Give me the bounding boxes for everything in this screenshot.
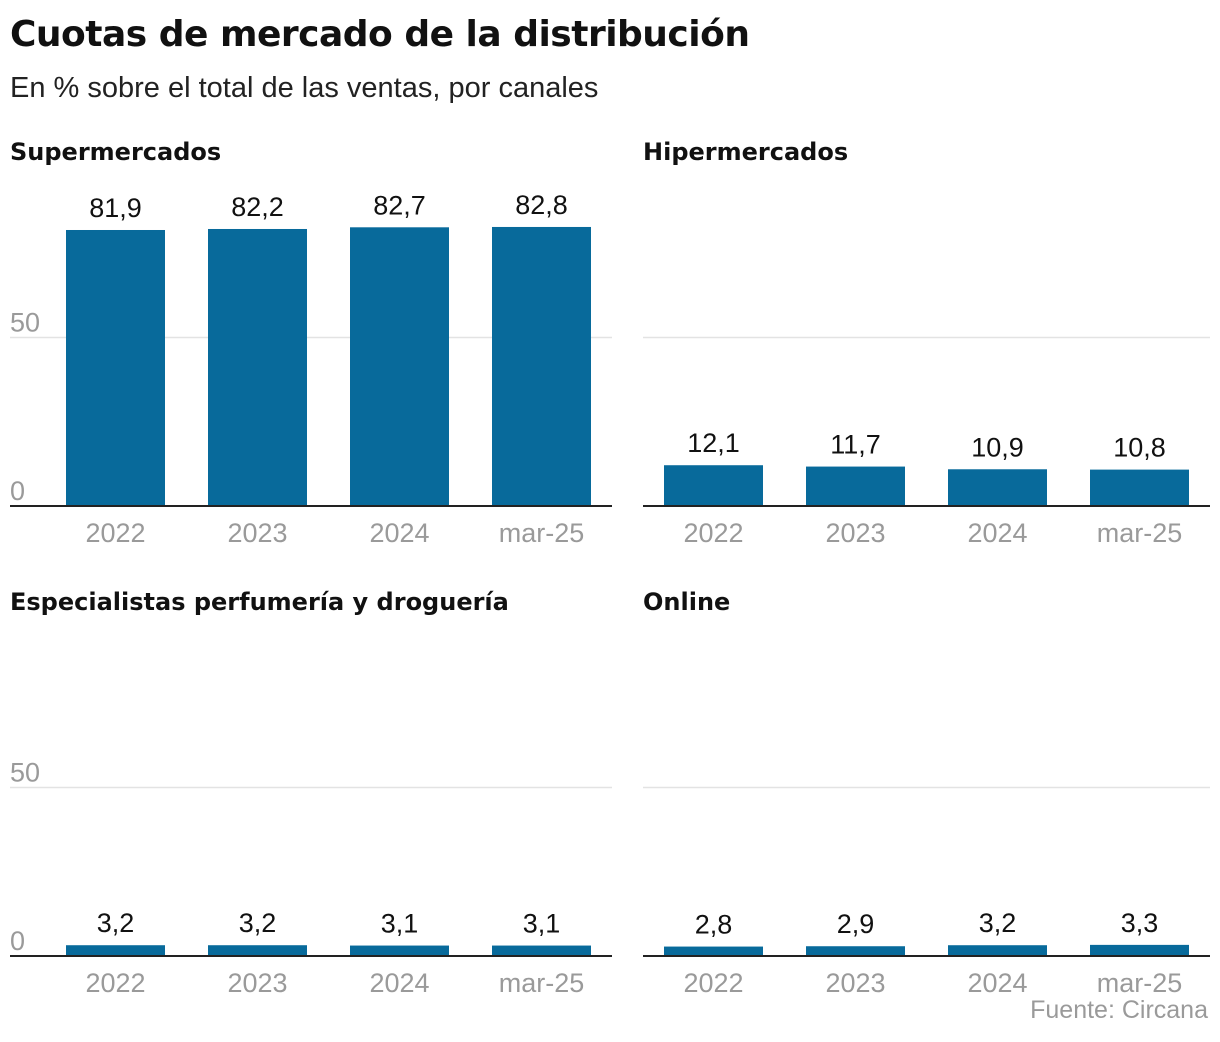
bar xyxy=(806,466,905,506)
data-label: 3,2 xyxy=(979,908,1017,938)
x-tick-label: mar-25 xyxy=(1097,518,1183,548)
x-tick-label: mar-25 xyxy=(499,518,585,548)
chart-title: Cuotas de mercado de la distribución xyxy=(10,14,750,55)
panel-title: Hipermercados xyxy=(643,138,849,166)
bar xyxy=(806,946,905,956)
bar xyxy=(66,229,165,506)
data-label: 2,9 xyxy=(837,909,875,939)
data-label: 11,7 xyxy=(830,430,881,460)
y-tick-label: 0 xyxy=(10,926,25,956)
data-label: 3,1 xyxy=(523,909,561,939)
x-tick-label: mar-25 xyxy=(1097,968,1183,998)
panel-title: Supermercados xyxy=(10,138,222,166)
bar-chart-online: 2,8 2022 2,9 2023 3,2 2024 3,3 mar-25 xyxy=(643,786,1210,998)
y-tick-label: 50 xyxy=(10,308,40,338)
y-tick-label: 50 xyxy=(10,758,40,788)
x-tick-label: 2023 xyxy=(227,518,287,548)
x-tick-label: 2022 xyxy=(85,968,145,998)
bar xyxy=(492,226,591,507)
bar xyxy=(208,945,307,956)
bar xyxy=(66,945,165,956)
y-tick-label: 0 xyxy=(10,476,25,506)
bar-chart-supermercados: 0 50 81,9 2022 82,2 2023 82,7 2024 82,8 mar-25 xyxy=(10,190,612,548)
bar xyxy=(350,945,449,956)
x-tick-label: 2024 xyxy=(369,968,429,998)
data-label: 3,1 xyxy=(381,909,419,939)
data-label: 81,9 xyxy=(89,193,142,223)
x-tick-label: 2023 xyxy=(825,518,885,548)
bar xyxy=(948,469,1047,506)
x-tick-label: 2022 xyxy=(85,518,145,548)
data-label: 3,2 xyxy=(97,908,135,938)
bar xyxy=(664,465,763,506)
data-label: 2,8 xyxy=(695,910,733,940)
x-tick-label: 2024 xyxy=(369,518,429,548)
bar xyxy=(1090,469,1189,506)
bar xyxy=(208,228,307,506)
data-label: 10,9 xyxy=(971,432,1024,462)
bar-chart-hipermercados: 12,1 2022 11,7 2023 10,9 2024 10,8 mar-25 xyxy=(643,336,1210,548)
data-label: 82,8 xyxy=(515,190,568,220)
bar xyxy=(664,946,763,956)
bar xyxy=(948,945,1047,956)
x-tick-label: 2023 xyxy=(227,968,287,998)
x-tick-label: 2023 xyxy=(825,968,885,998)
data-label: 82,2 xyxy=(231,192,284,222)
x-tick-label: 2022 xyxy=(683,518,743,548)
x-tick-label: 2024 xyxy=(967,518,1027,548)
bar xyxy=(350,227,449,506)
bar xyxy=(492,945,591,956)
data-label: 3,2 xyxy=(239,908,277,938)
panel-title: Especialistas perfumería y droguería xyxy=(10,588,509,616)
data-label: 12,1 xyxy=(687,428,740,458)
x-tick-label: 2022 xyxy=(683,968,743,998)
x-tick-label: mar-25 xyxy=(499,968,585,998)
bar xyxy=(1090,944,1189,956)
data-label: 10,8 xyxy=(1113,433,1166,463)
panel-title: Online xyxy=(643,588,731,616)
data-label: 82,7 xyxy=(373,190,426,220)
chart-subtitle: En % sobre el total de las ventas, por c… xyxy=(10,72,599,104)
x-tick-label: 2024 xyxy=(967,968,1027,998)
data-label: 3,3 xyxy=(1121,908,1159,938)
source-note: Fuente: Circana xyxy=(1030,996,1208,1024)
bar-chart-especialistas: 0 50 3,2 2022 3,2 2023 3,1 2024 3,1 mar-25 xyxy=(10,758,612,998)
